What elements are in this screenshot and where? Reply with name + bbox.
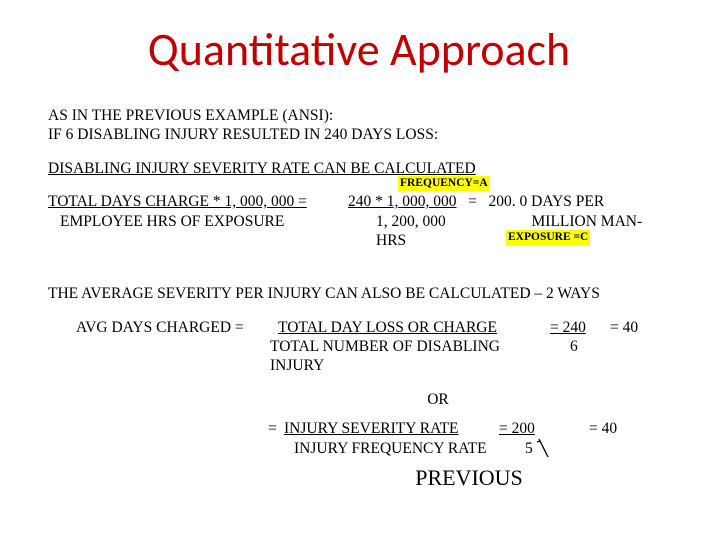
previous-label: PREVIOUS [268, 464, 670, 492]
severity-heading: DISABLING INJURY SEVERITY RATE CAN BE CA… [48, 159, 670, 178]
formula-row-1: TOTAL DAYS CHARGE * 1, 000, 000 = 240 * … [48, 192, 670, 211]
exposure-label: EXPOSURE =C [506, 230, 590, 244]
arrow-icon [537, 439, 551, 461]
formula-right-denominator: 1, 200, 000 [376, 213, 446, 230]
formula-left-denominator: EMPLOYEE HRS OF EXPOSURE [60, 213, 284, 230]
eq1-label: AVG DAYS CHARGED = [76, 318, 270, 376]
eq2-equals: = [268, 419, 284, 458]
slide-title: Quantitative Approach [0, 22, 718, 78]
eq1-num-top: = 240 [550, 319, 586, 336]
avg-heading-block: THE AVERAGE SEVERITY PER INJURY CAN ALSO… [48, 284, 670, 303]
eq1-num-bot: 6 [550, 337, 610, 356]
severity-formula: FREQUENCY=A TOTAL DAYS CHARGE * 1, 000, … [48, 192, 670, 250]
avg-equation-1: AVG DAYS CHARGED = TOTAL DAY LOSS OR CHA… [76, 318, 670, 376]
intro-block: AS IN THE PREVIOUS EXAMPLE (ANSI): IF 6 … [48, 106, 670, 145]
eq1-frac-bot: TOTAL NUMBER OF DISABLING INJURY [270, 337, 550, 376]
eq2-result: = 40 [589, 419, 649, 458]
avg-equation-2: = INJURY SEVERITY RATE INJURY FREQUENCY … [48, 419, 670, 458]
formula-right-numerator-left: 240 * 1, 000, 000 [348, 193, 457, 210]
avg-heading: THE AVERAGE SEVERITY PER INJURY CAN ALSO… [48, 285, 600, 302]
frequency-label: FREQUENCY=A [398, 176, 490, 190]
formula-equals: = [468, 193, 477, 210]
formula-result-top: 200. 0 DAYS PER [489, 193, 605, 210]
eq2-num-top: = 200 [499, 420, 535, 437]
intro-line-1: AS IN THE PREVIOUS EXAMPLE (ANSI): [48, 106, 670, 125]
or-label: OR [188, 390, 688, 409]
formula-left-numerator: TOTAL DAYS CHARGE * 1, 000, 000 = [48, 193, 307, 210]
eq1-result: = 40 [610, 318, 660, 376]
eq1-frac-top: TOTAL DAY LOSS OR CHARGE [278, 319, 497, 336]
slide-content: AS IN THE PREVIOUS EXAMPLE (ANSI): IF 6 … [0, 106, 718, 491]
intro-line-2: IF 6 DISABLING INJURY RESULTED IN 240 DA… [48, 125, 670, 144]
eq2-frac-top: INJURY SEVERITY RATE [284, 420, 459, 437]
eq2-frac-bot: INJURY FREQUENCY RATE [284, 439, 499, 458]
